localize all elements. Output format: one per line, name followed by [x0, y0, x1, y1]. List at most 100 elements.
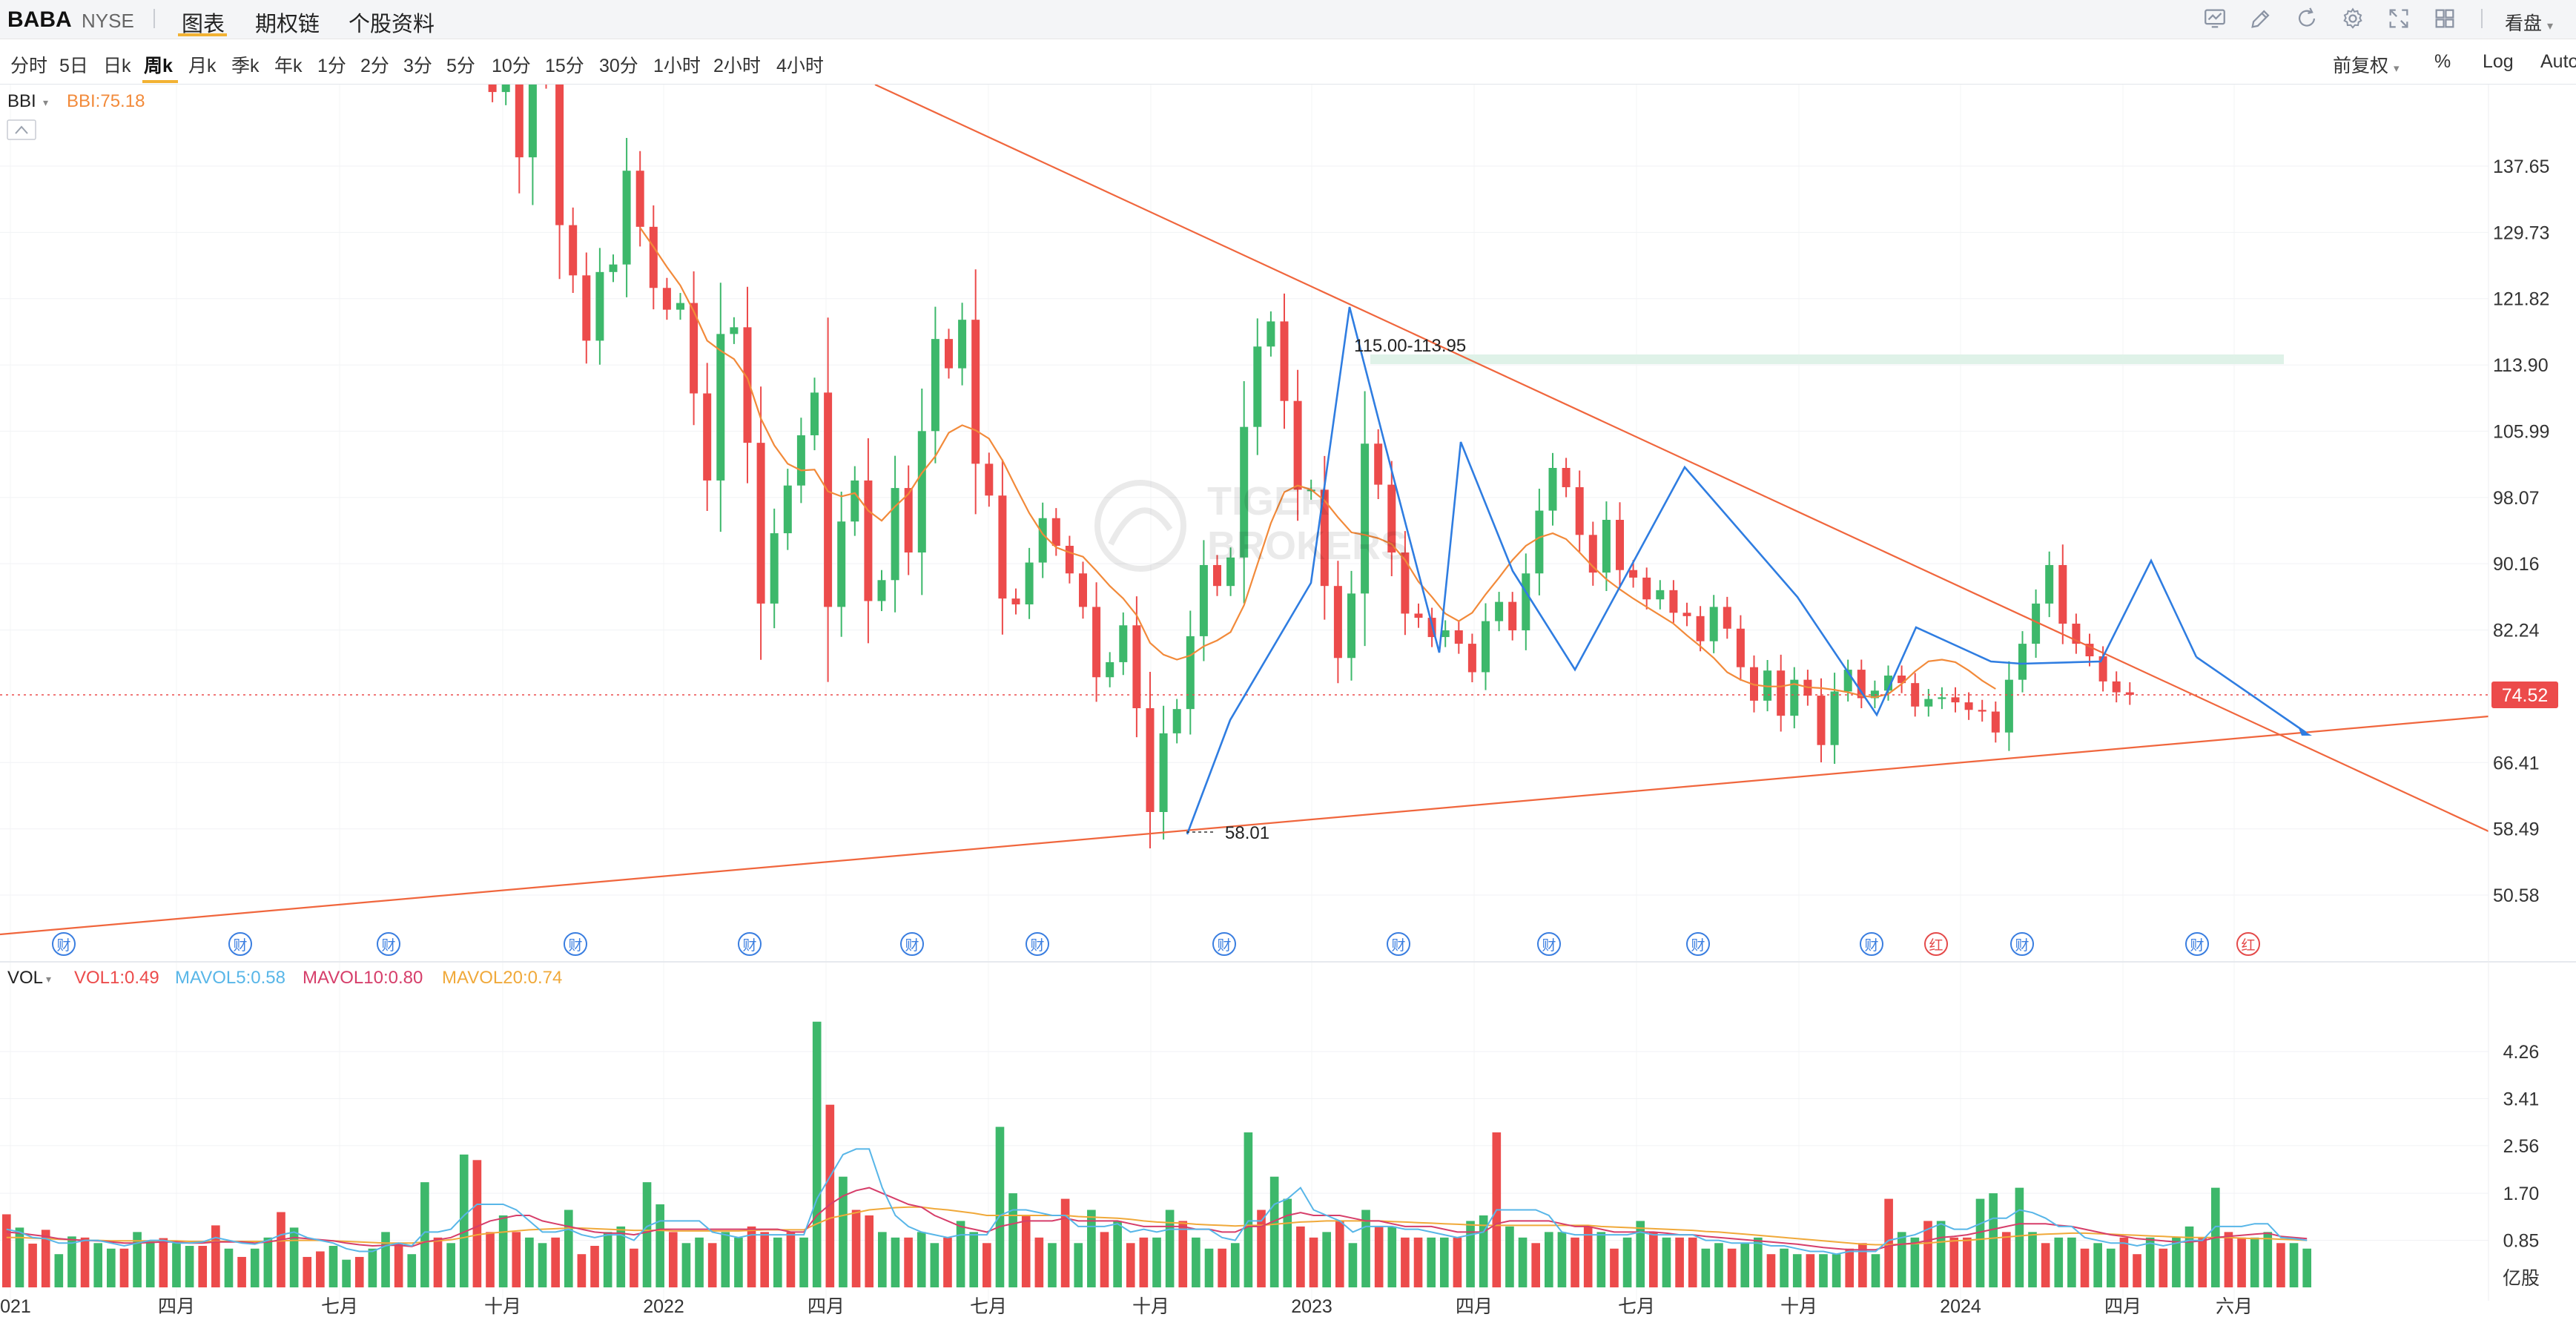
ticker-symbol: BABA	[7, 7, 72, 32]
volume-tick-label: 0.85	[2503, 1231, 2540, 1252]
candle-body	[1025, 562, 1034, 605]
volume-bar	[368, 1248, 377, 1287]
period-4hour[interactable]: 4小时	[776, 56, 824, 76]
price-tick-label: 58.49	[2493, 819, 2540, 840]
volume-tick-label: 3.41	[2503, 1089, 2540, 1109]
volume-bar	[917, 1232, 926, 1287]
volume-bar	[1021, 1215, 1031, 1287]
candle-body	[1454, 630, 1463, 644]
gear-icon[interactable]	[2340, 6, 2365, 31]
period-monthly[interactable]: 月k	[188, 56, 217, 76]
candle-body	[1723, 607, 1731, 629]
candle-body	[743, 327, 752, 443]
volume-bar	[1858, 1243, 1867, 1287]
vol-legend[interactable]: VOL ▾ VOL1:0.49 MAVOL5:0.58 MAVOL10:0.80…	[7, 968, 562, 988]
candle-body	[1467, 644, 1476, 673]
volume-bar	[93, 1243, 103, 1287]
period-intraday[interactable]: 分时	[10, 56, 48, 76]
zigzag-pattern	[1186, 306, 2198, 835]
volume-bar	[721, 1232, 730, 1287]
candle-body	[1991, 711, 2000, 733]
time-tick-label: 六月	[2216, 1296, 2253, 1317]
volume-bar	[1218, 1248, 1226, 1287]
candle-body	[1548, 467, 1557, 511]
candle-body	[488, 85, 497, 93]
collapse-indicator-button[interactable]	[7, 119, 36, 140]
pencil-icon[interactable]	[2248, 6, 2273, 31]
projection-arrow-icon	[2299, 728, 2312, 736]
event-marker-label: 红	[2241, 937, 2255, 954]
volume-bar	[472, 1160, 482, 1287]
period-yearly[interactable]: 年k	[274, 56, 303, 76]
candle-body	[1293, 400, 1302, 490]
volume-bar	[1296, 1226, 1305, 1287]
refresh-icon[interactable]	[2294, 6, 2319, 31]
grid-layout-icon[interactable]	[2432, 6, 2457, 31]
time-tick-label: 2024	[1940, 1296, 1981, 1317]
period-3min[interactable]: 3分	[403, 56, 432, 76]
event-marker-label: 财	[1691, 937, 1705, 954]
view-mode-dropdown[interactable]: 看盘 ▾	[2505, 9, 2553, 36]
volume-bar	[28, 1244, 37, 1287]
chart-settings-icon[interactable]	[2202, 6, 2227, 31]
volume-bar	[446, 1243, 455, 1287]
event-marker-label: 财	[905, 937, 919, 954]
period-2min[interactable]: 2分	[360, 56, 389, 76]
volume-bar	[1596, 1232, 1606, 1287]
volume-bar	[1, 1214, 11, 1287]
time-tick-label: 2023	[1291, 1296, 1332, 1317]
period-5day[interactable]: 5日	[59, 56, 88, 76]
volume-bar	[1074, 1243, 1083, 1287]
volume-bar	[1819, 1254, 1828, 1287]
candle-body	[877, 580, 886, 601]
period-30min[interactable]: 30分	[599, 56, 638, 76]
volume-bar	[707, 1243, 717, 1287]
percent-toggle[interactable]: %	[2434, 51, 2451, 72]
period-15min[interactable]: 15分	[545, 56, 584, 76]
volume-bar	[891, 1237, 900, 1287]
period-1hour[interactable]: 1小时	[653, 56, 701, 76]
tab-options-chain[interactable]: 期权链	[255, 13, 320, 36]
period-daily[interactable]: 日k	[103, 56, 131, 76]
zone-price-label: 115.00-113.95	[1354, 336, 1466, 356]
stock-chart[interactable]: 58.01 115.00-113.95 TIGER BROKERS 137.65…	[0, 85, 2576, 1320]
period-quarterly[interactable]: 季k	[231, 56, 260, 76]
auto-scale-toggle[interactable]: Auto	[2540, 51, 2576, 72]
volume-bar	[1100, 1232, 1109, 1287]
candle-body	[1884, 675, 1892, 691]
candle-body	[1333, 586, 1342, 659]
tab-chart[interactable]: 图表	[182, 13, 225, 36]
candle-body	[756, 443, 765, 604]
volume-bar	[812, 1021, 822, 1287]
log-scale-toggle[interactable]: Log	[2483, 51, 2514, 72]
period-5min[interactable]: 5分	[446, 56, 475, 76]
zigzag-projection	[2196, 656, 2307, 734]
bbi-legend[interactable]: BBI ▾ BBI:75.18	[7, 91, 145, 111]
expand-icon[interactable]	[2386, 6, 2411, 31]
volume-bar	[107, 1248, 116, 1287]
volume-bar	[1649, 1232, 1658, 1287]
period-10min[interactable]: 10分	[492, 56, 531, 76]
volume-bar	[1884, 1198, 1893, 1287]
bbi-value: BBI:75.18	[67, 91, 145, 111]
price-tick-label: 50.58	[2493, 885, 2540, 906]
period-2hour[interactable]: 2小时	[713, 56, 761, 76]
candle-body	[1669, 590, 1678, 613]
volume-bar	[498, 1215, 508, 1287]
volume-bar	[1610, 1248, 1619, 1287]
candle-body	[649, 226, 658, 288]
period-1min[interactable]: 1分	[317, 56, 346, 76]
tab-stock-profile[interactable]: 个股资料	[349, 13, 435, 36]
candle-body	[770, 533, 779, 604]
volume-bar	[773, 1237, 782, 1287]
volume-bar	[1139, 1237, 1149, 1287]
candle-body	[1616, 519, 1624, 570]
volume-bar	[1622, 1237, 1632, 1287]
period-weekly[interactable]: 周k	[144, 56, 173, 76]
volume-axis: 4.26 3.41 2.56 1.70 0.85 亿股	[2503, 1042, 2540, 1289]
mavol5-value: MAVOL5:0.58	[175, 968, 285, 988]
volume-bar	[930, 1243, 939, 1287]
adjustment-dropdown[interactable]: 前复权 ▾	[2333, 51, 2400, 78]
volume-bar	[851, 1210, 861, 1287]
volume-bar	[263, 1237, 273, 1287]
